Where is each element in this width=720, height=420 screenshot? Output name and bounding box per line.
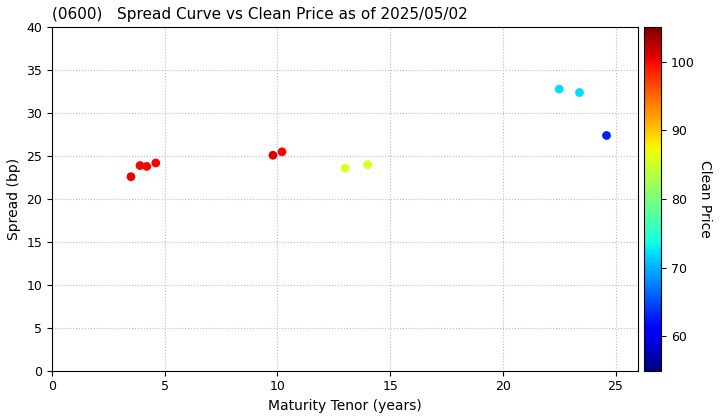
Point [125, 173, 137, 180]
Point [134, 162, 145, 169]
Point [362, 161, 374, 168]
Point [339, 165, 351, 171]
Y-axis label: Clean Price: Clean Price [698, 160, 711, 238]
Point [141, 163, 153, 170]
Point [267, 152, 279, 159]
Point [554, 86, 565, 92]
X-axis label: Maturity Tenor (years): Maturity Tenor (years) [269, 399, 422, 413]
Y-axis label: Spread (bp): Spread (bp) [7, 158, 21, 240]
Point [600, 132, 612, 139]
Point [150, 160, 161, 166]
Point [574, 89, 585, 96]
Text: (0600)   Spread Curve vs Clean Price as of 2025/05/02: (0600) Spread Curve vs Clean Price as of… [52, 7, 468, 22]
Point [276, 148, 288, 155]
